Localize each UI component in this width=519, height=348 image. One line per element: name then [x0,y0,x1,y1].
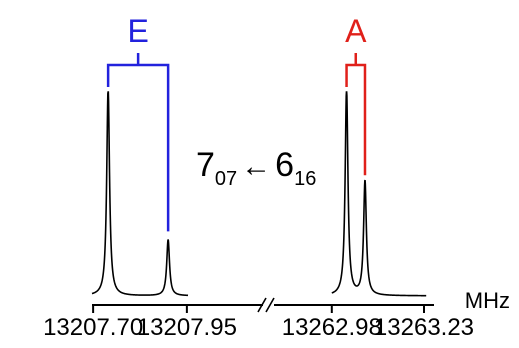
tick-label-right-1: 13263.23 [374,314,474,341]
axis-break-mark [257,297,275,313]
spectrum-trace-left [91,91,189,297]
transition-lower-main: 6 [275,146,294,184]
transition-upper-sub: 07 [215,168,237,190]
tick-label-left-0: 13207.70 [43,314,143,341]
transition-lower-sub: 16 [294,168,316,190]
transition-upper-main: 7 [196,146,215,184]
bracket-right [345,53,367,176]
unit-label: MHz [465,288,510,313]
bracket-left [106,53,170,232]
transition-label: 707 ← 616 [196,146,316,190]
spectrum-traces [91,91,427,297]
tick-label-left-1: 13207.95 [137,314,237,341]
transition-arrow: ← [241,150,271,183]
bracket-label-left: E [127,13,148,49]
spectrum-trace-right [331,91,427,297]
x-axis [92,297,434,313]
tick-label-right-0: 13262.98 [282,314,382,341]
bracket-label-right: A [345,13,367,49]
